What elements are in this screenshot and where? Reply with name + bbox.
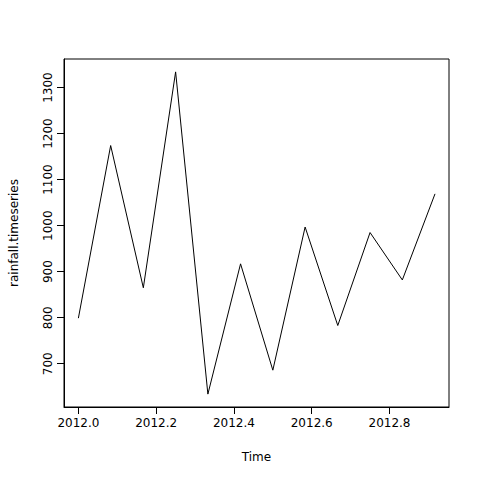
svg-text:2012.4: 2012.4 (213, 416, 255, 430)
svg-text:2012.2: 2012.2 (135, 416, 177, 430)
svg-text:1200: 1200 (41, 118, 55, 149)
svg-text:2012.0: 2012.0 (57, 416, 99, 430)
svg-text:800: 800 (41, 306, 55, 329)
svg-text:1300: 1300 (41, 72, 55, 103)
svg-text:Time: Time (241, 450, 271, 464)
svg-text:1000: 1000 (41, 210, 55, 241)
svg-text:900: 900 (41, 260, 55, 283)
svg-text:700: 700 (41, 352, 55, 375)
svg-text:2012.6: 2012.6 (291, 416, 333, 430)
svg-text:2012.8: 2012.8 (369, 416, 411, 430)
svg-text:rainfall.timeseries: rainfall.timeseries (7, 179, 21, 287)
svg-text:1100: 1100 (41, 164, 55, 195)
